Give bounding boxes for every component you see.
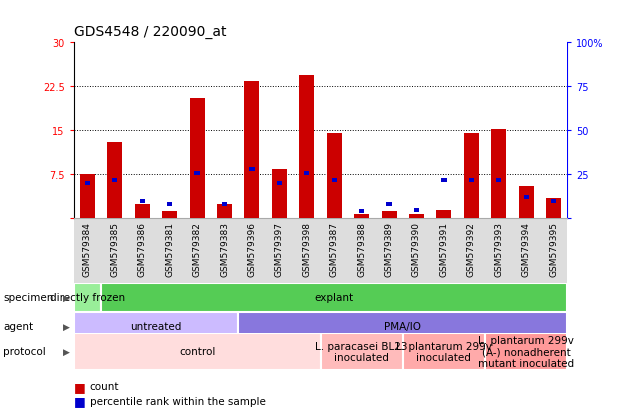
Text: L. paracasei BL23
inoculated: L. paracasei BL23 inoculated [315,341,408,362]
Bar [409,214,424,219]
Bar [331,178,337,182]
Text: ▶: ▶ [63,347,69,356]
Bar [112,178,117,182]
Bar [485,333,567,370]
Text: ▶: ▶ [63,293,69,302]
Bar [194,171,200,175]
Bar [217,204,232,219]
Bar [140,199,145,203]
Bar [387,203,392,207]
Bar [167,203,172,207]
Bar [74,333,320,370]
Text: directly frozen: directly frozen [50,293,125,303]
Bar [551,199,556,203]
Bar [299,76,314,219]
Text: agent: agent [3,322,33,332]
Bar [414,208,419,212]
Bar [464,134,479,219]
Bar [304,171,310,175]
Bar [496,178,501,182]
Bar [469,178,474,182]
Bar [272,169,287,219]
Bar [524,196,529,200]
Bar [190,99,204,219]
Bar [441,178,447,182]
Bar [437,210,451,219]
Text: GDS4548 / 220090_at: GDS4548 / 220090_at [74,25,226,39]
Bar [244,81,260,219]
Bar [277,182,282,186]
Text: specimen: specimen [3,293,54,303]
Bar [320,333,403,370]
Bar [162,212,177,219]
Text: control: control [179,347,215,356]
Bar [403,333,485,370]
Bar [80,175,95,219]
Bar [519,187,534,219]
Bar [327,134,342,219]
Text: PMA/IO: PMA/IO [384,322,421,332]
Text: percentile rank within the sample: percentile rank within the sample [90,396,265,406]
Bar [85,182,90,186]
Bar [74,284,101,312]
Bar [359,210,364,214]
Text: ■: ■ [74,394,85,407]
Text: untreated: untreated [130,322,181,332]
Text: L. plantarum 299v
inoculated: L. plantarum 299v inoculated [396,341,492,362]
Bar [249,168,254,172]
Bar [491,130,506,219]
Bar [546,198,561,219]
Bar [222,203,227,207]
Bar [74,313,238,341]
Text: protocol: protocol [3,347,46,356]
Text: ■: ■ [74,380,85,393]
Bar [107,143,122,219]
Bar [238,313,567,341]
Bar [354,215,369,219]
Bar [135,204,150,219]
Text: L. plantarum 299v
(A-) nonadherent
mutant inoculated: L. plantarum 299v (A-) nonadherent mutan… [478,335,574,368]
Text: explant: explant [315,293,354,303]
Bar [381,211,397,219]
Text: ▶: ▶ [63,322,69,331]
Text: count: count [90,381,119,391]
